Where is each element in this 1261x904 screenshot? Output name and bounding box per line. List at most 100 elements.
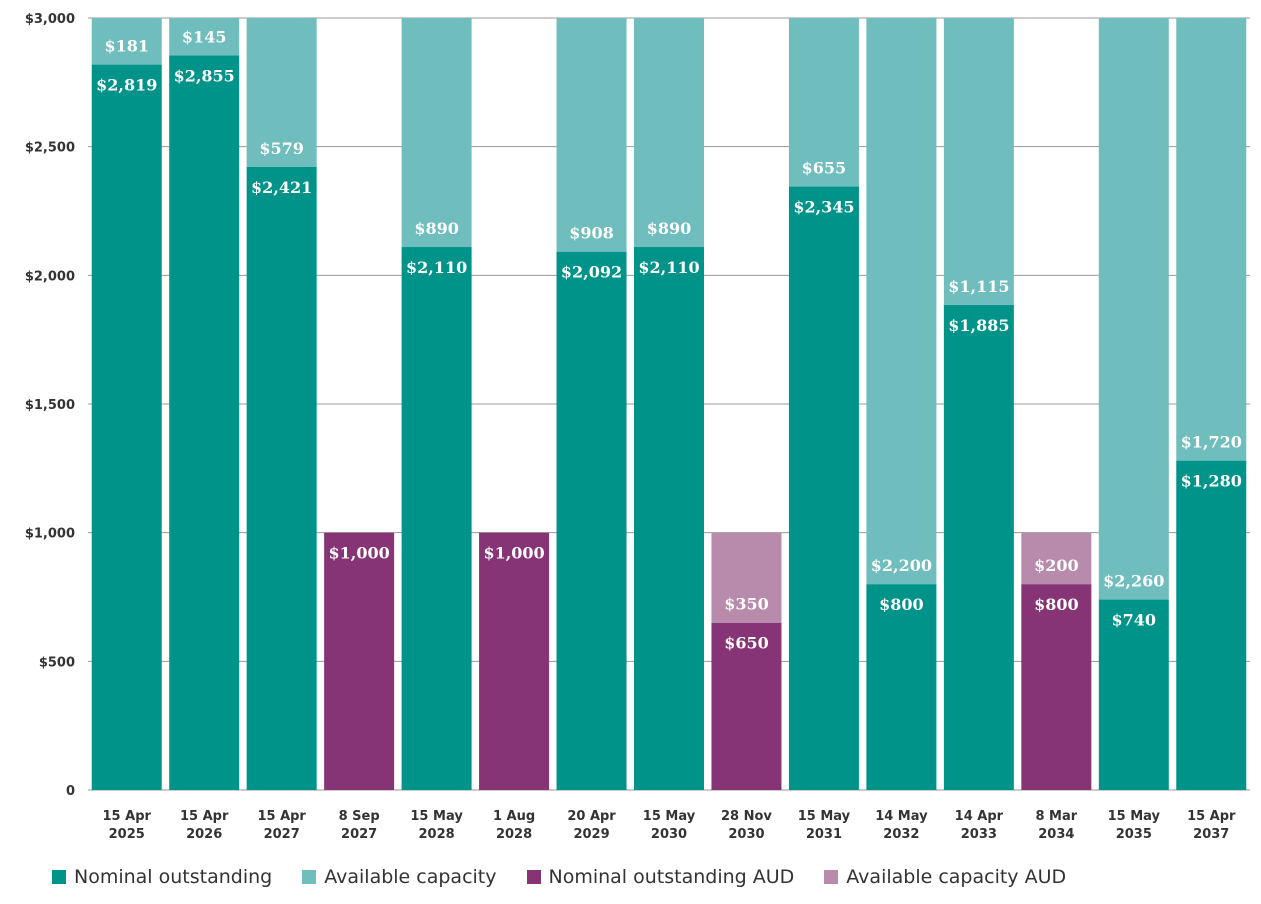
data-label-outstanding: $1,885 [948, 316, 1009, 335]
x-tick-label-year: 2028 [419, 827, 455, 842]
x-tick-label-year: 2037 [1193, 827, 1229, 842]
y-tick-label: $2,000 [25, 269, 75, 284]
x-tick-label-date: 8 Mar [1035, 809, 1077, 824]
data-label-outstanding: $1,000 [483, 544, 544, 563]
data-label-capacity: $579 [259, 139, 304, 158]
x-tick-label-year: 2031 [806, 827, 842, 842]
y-tick-label: $1,000 [25, 527, 75, 542]
data-label-outstanding: $1,000 [329, 544, 390, 563]
x-tick-label-year: 2030 [651, 827, 687, 842]
data-label-capacity: $890 [414, 219, 459, 238]
legend-swatch [824, 870, 839, 884]
bar-nominal-outstanding [91, 64, 162, 790]
bar-available-capacity [788, 18, 859, 187]
x-tick-label-year: 2027 [264, 827, 300, 842]
bar-nominal-outstanding [401, 247, 472, 790]
x-tick-label-date: 1 Aug [493, 809, 535, 824]
x-tick-label-year: 2032 [883, 827, 919, 842]
bar-nominal-outstanding [246, 166, 317, 791]
data-label-capacity: $890 [647, 219, 692, 238]
bar-nominal-outstanding [943, 304, 1014, 790]
bar-available-capacity [866, 18, 937, 585]
x-tick-label-date: 15 May [798, 809, 851, 824]
bar-nominal-outstanding [866, 584, 937, 790]
legend-swatch [526, 870, 541, 884]
bar-nominal-outstanding-aud [324, 532, 395, 790]
legend-label: Nominal outstanding [74, 866, 273, 888]
legend: Nominal outstanding Available capacity N… [52, 866, 1066, 888]
data-label-capacity: $1,720 [1181, 433, 1242, 452]
data-label-capacity: $181 [104, 37, 149, 56]
data-label-capacity: $145 [182, 27, 227, 46]
data-label-outstanding: $800 [1034, 595, 1079, 614]
data-label-outstanding: $740 [1112, 611, 1157, 630]
bar-nominal-outstanding-aud [711, 622, 782, 790]
data-label-outstanding: $650 [724, 634, 769, 653]
data-label-outstanding: $2,855 [174, 66, 235, 85]
x-tick-label-date: 14 Apr [955, 809, 1004, 824]
stacked-bar-chart: 0 $500 $1,000 $1,500 $2,000 $2,500 $3,000 $181… [25, 12, 1250, 842]
bar-nominal-outstanding [169, 55, 240, 790]
bar-available-capacity [943, 18, 1014, 305]
legend-item-available-capacity: Available capacity [302, 866, 497, 888]
x-tick-label-date: 20 Apr [567, 809, 616, 824]
legend-item-nominal-outstanding-aud: Nominal outstanding AUD [526, 866, 795, 888]
data-label-outstanding: $2,421 [251, 178, 312, 197]
x-tick-label-year: 2025 [109, 827, 145, 842]
bar-available-capacity [1176, 18, 1247, 461]
x-tick-label-year: 2034 [1038, 827, 1074, 842]
legend-swatch [302, 870, 317, 884]
y-tick-label: $500 [39, 655, 75, 670]
data-label-capacity: $655 [802, 159, 847, 178]
x-tick-label-year: 2030 [728, 827, 764, 842]
y-tick-label: $3,000 [25, 12, 75, 27]
x-tick-label-date: 15 May [410, 809, 463, 824]
legend-swatch [52, 870, 66, 884]
data-label-outstanding: $2,819 [96, 76, 157, 95]
bar-nominal-outstanding-aud [479, 532, 550, 790]
bar-nominal-outstanding-aud [1021, 584, 1092, 790]
bar-nominal-outstanding [556, 251, 627, 790]
y-tick-label: $2,500 [25, 141, 75, 156]
legend-label: Nominal outstanding AUD [548, 866, 795, 888]
data-label-outstanding: $1,280 [1181, 472, 1242, 491]
legend-label: Available capacity [324, 866, 497, 888]
y-tick-label: 0 [66, 784, 75, 799]
bars: $181 $2,819 $145 $2,855 $579 $2,421 $1,000 $890… [91, 18, 1247, 791]
x-tick-label-date: 14 May [875, 809, 928, 824]
x-tick-label-year: 2033 [961, 827, 997, 842]
bar-available-capacity-aud [1021, 532, 1092, 585]
x-tick-label-date: 28 Nov [721, 809, 772, 824]
data-label-capacity: $350 [724, 595, 769, 614]
data-label-capacity: $2,260 [1103, 572, 1164, 591]
data-label-capacity: $908 [569, 224, 614, 243]
legend-item-available-capacity-aud: Available capacity AUD [824, 866, 1066, 888]
x-tick-label-date: 15 Apr [1187, 809, 1236, 824]
x-tick-label-date: 15 Apr [180, 809, 229, 824]
data-label-outstanding: $2,345 [793, 198, 854, 217]
data-label-outstanding: $2,092 [561, 263, 622, 282]
bar-available-capacity [169, 18, 240, 56]
data-label-outstanding: $800 [879, 595, 924, 614]
bar-available-capacity [1098, 18, 1169, 600]
x-tick-label-year: 2035 [1116, 827, 1152, 842]
bar-available-capacity-aud [711, 532, 782, 623]
bar-available-capacity [401, 18, 472, 248]
x-tick-label-date: 15 May [643, 809, 696, 824]
data-label-capacity: $200 [1034, 556, 1079, 575]
x-tick-label-year: 2026 [186, 827, 222, 842]
x-tick-label-date: 15 Apr [257, 809, 306, 824]
x-tick-label-year: 2027 [341, 827, 377, 842]
bar-nominal-outstanding [1176, 460, 1247, 790]
y-axis-ticks: 0 $500 $1,000 $1,500 $2,000 $2,500 $3,000 [25, 12, 75, 799]
bar-available-capacity [246, 18, 317, 167]
x-tick-label-year: 2029 [573, 827, 609, 842]
bar-available-capacity [91, 18, 162, 65]
bar-nominal-outstanding [1098, 599, 1169, 790]
legend-label: Available capacity AUD [846, 866, 1067, 888]
data-label-outstanding: $2,110 [406, 258, 467, 277]
bar-available-capacity [556, 18, 627, 252]
x-tick-label-date: 8 Sep [339, 809, 380, 824]
bar-nominal-outstanding [788, 186, 859, 790]
x-tick-label-year: 2028 [496, 827, 532, 842]
